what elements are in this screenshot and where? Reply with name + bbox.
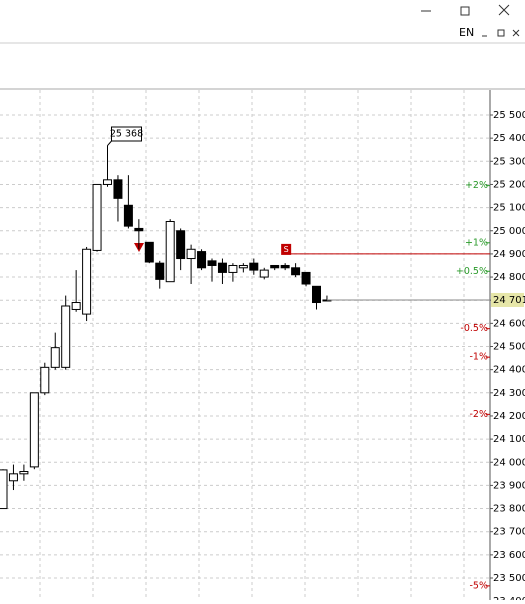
candle-body bbox=[40, 366, 50, 394]
mdi-close[interactable] bbox=[512, 29, 520, 37]
candle-body bbox=[291, 267, 301, 276]
y-tick-label: 23 500 bbox=[493, 573, 525, 584]
last-price-label: 24 701 bbox=[493, 295, 525, 306]
y-tick-label: 24 200 bbox=[493, 411, 525, 422]
percent-label: +2% bbox=[465, 180, 488, 191]
percent-label: +0.5% bbox=[456, 266, 488, 277]
level-marker bbox=[281, 243, 292, 255]
y-tick-label: 23 700 bbox=[493, 527, 525, 538]
y-tick-label: 25 000 bbox=[493, 226, 525, 237]
callout-box bbox=[111, 126, 142, 142]
candle-body bbox=[8, 473, 18, 482]
candle-body bbox=[217, 262, 227, 273]
y-tick-label: 23 600 bbox=[493, 550, 525, 561]
candle-body bbox=[165, 220, 175, 283]
language[interactable]: EN bbox=[459, 26, 474, 39]
candle-body bbox=[249, 262, 259, 271]
y-tick-label: 25 400 bbox=[493, 133, 525, 144]
percent-label: +1% bbox=[465, 237, 488, 248]
candle-body bbox=[19, 471, 29, 475]
y-tick-label: 25 100 bbox=[493, 203, 525, 214]
close-icon[interactable] bbox=[498, 4, 510, 16]
candle-body bbox=[312, 285, 321, 304]
candle-body bbox=[259, 269, 269, 278]
candle-body bbox=[71, 302, 81, 310]
y-tick-label: 25 500 bbox=[493, 110, 525, 121]
candle-body bbox=[186, 248, 196, 260]
candle-body bbox=[238, 264, 248, 269]
y-tick-label: 24 300 bbox=[493, 388, 525, 399]
candle-body bbox=[29, 392, 39, 468]
y-tick-label: 25 200 bbox=[493, 179, 525, 190]
y-tick-label: 23 400 bbox=[493, 596, 525, 600]
y-tick-label: 24 600 bbox=[493, 318, 525, 329]
percent-label: -2% bbox=[470, 409, 489, 420]
candle-body bbox=[50, 347, 60, 368]
candle-body bbox=[301, 271, 311, 285]
level-label: S bbox=[284, 245, 289, 254]
candle-body bbox=[270, 264, 280, 269]
y-tick-label: 23 800 bbox=[493, 504, 525, 515]
y-tick-label: 24 400 bbox=[493, 365, 525, 376]
candle-body bbox=[155, 262, 165, 280]
candle-body bbox=[280, 264, 290, 269]
restore-icon[interactable] bbox=[460, 6, 470, 16]
y-tick-label: 24 100 bbox=[493, 434, 525, 445]
candle-body bbox=[61, 305, 71, 368]
candle-body bbox=[134, 227, 144, 232]
percent-label: -0.5% bbox=[460, 323, 488, 334]
candle-body bbox=[103, 179, 112, 185]
y-tick-label: 24 800 bbox=[493, 272, 525, 283]
mdi-restore[interactable] bbox=[497, 29, 505, 37]
y-tick-label: 24 500 bbox=[493, 342, 525, 353]
y-tick-label: 24 900 bbox=[493, 249, 525, 260]
y-tick-label: 23 900 bbox=[493, 480, 525, 491]
y-tick-label: 24 000 bbox=[493, 457, 525, 468]
candle-body bbox=[176, 230, 186, 260]
callout-label: 25 368 bbox=[110, 129, 143, 140]
candle-body bbox=[113, 179, 123, 199]
candle-body bbox=[0, 469, 8, 510]
y-tick-label: 25 300 bbox=[493, 156, 525, 167]
candle-body bbox=[82, 248, 92, 315]
percent-label: -1% bbox=[470, 352, 489, 363]
percent-label: -5% bbox=[470, 580, 489, 591]
candle-body bbox=[92, 183, 102, 251]
candle-body bbox=[207, 260, 217, 266]
last-price-box bbox=[491, 292, 524, 307]
callout-line bbox=[107, 140, 112, 146]
title-bar bbox=[0, 0, 525, 42]
time-grid bbox=[39, 90, 465, 600]
candle-body bbox=[197, 251, 207, 269]
candle-body bbox=[144, 241, 154, 263]
candle-body bbox=[123, 204, 133, 227]
candle-body bbox=[228, 264, 238, 273]
